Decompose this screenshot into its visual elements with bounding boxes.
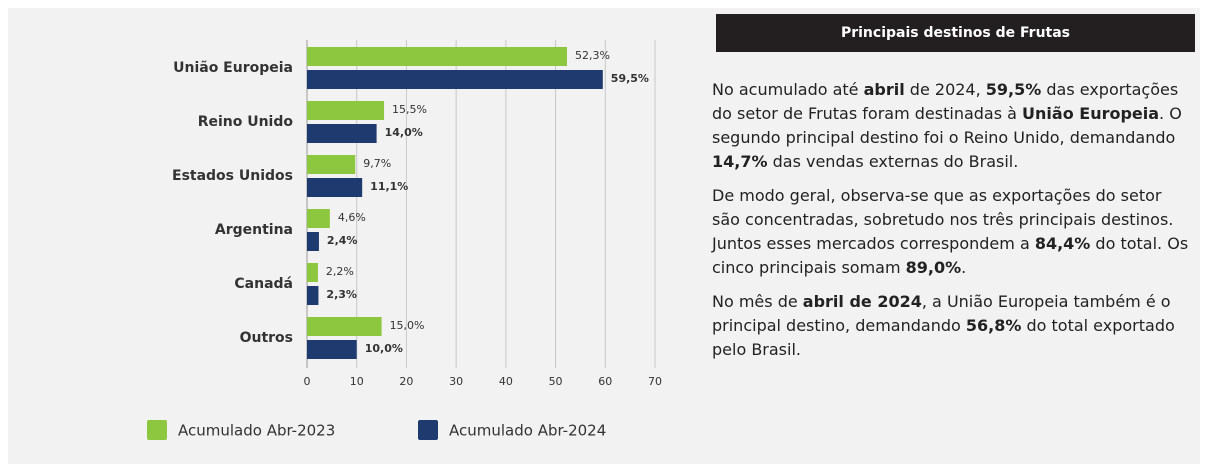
bold-text: abril de 2024: [802, 292, 922, 311]
bold-text: 84,4%: [1034, 234, 1091, 253]
bar: [307, 70, 603, 89]
bar: [307, 263, 318, 282]
bar: [307, 286, 319, 305]
bold-text: União Europeia: [1022, 104, 1160, 123]
legend-label: Acumulado Abr-2023: [178, 422, 335, 440]
value-label: 15,0%: [390, 319, 425, 332]
bar: [307, 124, 377, 143]
legend-swatch: [147, 420, 167, 440]
text: No mês de: [712, 292, 803, 311]
bar: [307, 232, 319, 251]
text: das exportações do setor de Frutas foram…: [712, 80, 1179, 123]
x-tick-label: 70: [648, 375, 662, 388]
category-label: Canadá: [234, 276, 293, 292]
x-tick-label: 0: [304, 375, 311, 388]
legend-label: Acumulado Abr-2024: [449, 422, 606, 440]
x-tick-label: 10: [350, 375, 364, 388]
value-label: 4,6%: [338, 211, 366, 224]
category-label: Estados Unidos: [172, 168, 293, 184]
value-label: 2,4%: [327, 234, 358, 247]
text: No acumulado até: [712, 80, 864, 99]
bold-text: 59,5%: [985, 80, 1042, 99]
legend-swatch: [418, 420, 438, 440]
x-tick-label: 60: [598, 375, 612, 388]
panel-text: No acumulado até abril de 2024, 59,5% da…: [712, 78, 1192, 372]
paragraph: No mês de abril de 2024, a União Europei…: [712, 290, 1192, 362]
text: do total exportado pelo Brasil.: [712, 316, 1175, 359]
value-label: 59,5%: [611, 72, 649, 85]
value-label: 11,1%: [370, 180, 408, 193]
bar: [307, 101, 385, 120]
text: das vendas externas do Brasil.: [767, 152, 1019, 171]
category-label: Reino Unido: [198, 114, 294, 130]
paragraph: De modo geral, observa-se que as exporta…: [712, 184, 1192, 280]
value-label: 10,0%: [365, 342, 403, 355]
value-label: 15,5%: [392, 103, 427, 116]
value-label: 2,2%: [326, 265, 354, 278]
text: . O segundo principal destino foi o Rein…: [712, 104, 1182, 147]
value-label: 9,7%: [363, 157, 391, 170]
bar: [307, 209, 330, 228]
paragraph: No acumulado até abril de 2024, 59,5% da…: [712, 78, 1192, 174]
x-tick-label: 30: [449, 375, 463, 388]
bold-text: 56,8%: [965, 316, 1022, 335]
category-label: Outros: [240, 330, 293, 346]
x-tick-label: 40: [499, 375, 513, 388]
bold-text: abril: [863, 80, 905, 99]
text: , a União Europeia também é o principal …: [712, 292, 1171, 335]
bold-text: 14,7%: [712, 152, 768, 171]
value-label: 14,0%: [385, 126, 423, 139]
bar: [307, 340, 357, 359]
category-label: União Europeia: [173, 60, 293, 76]
chart: 0 10 20 30 40 50 60 70 União Europeia 52,3%59,5% R…: [147, 40, 662, 440]
bar: [307, 47, 568, 66]
bar: [307, 155, 356, 174]
bar: [307, 178, 363, 197]
background: [8, 8, 1200, 464]
x-tick-label: 50: [549, 375, 563, 388]
value-label: 2,3%: [326, 288, 357, 301]
text: .: [961, 258, 967, 277]
text: De modo geral, observa-se que as exporta…: [712, 186, 1174, 253]
panel-title: Principais destinos de Frutas: [716, 14, 1195, 52]
text: de 2024,: [904, 80, 986, 99]
x-tick-label: 20: [399, 375, 413, 388]
bar: [307, 317, 382, 336]
category-label: Argentina: [215, 222, 293, 238]
value-label: 52,3%: [575, 49, 610, 62]
text: do total. Os cinco principais somam: [712, 234, 1189, 277]
bold-text: 89,0%: [905, 258, 962, 277]
